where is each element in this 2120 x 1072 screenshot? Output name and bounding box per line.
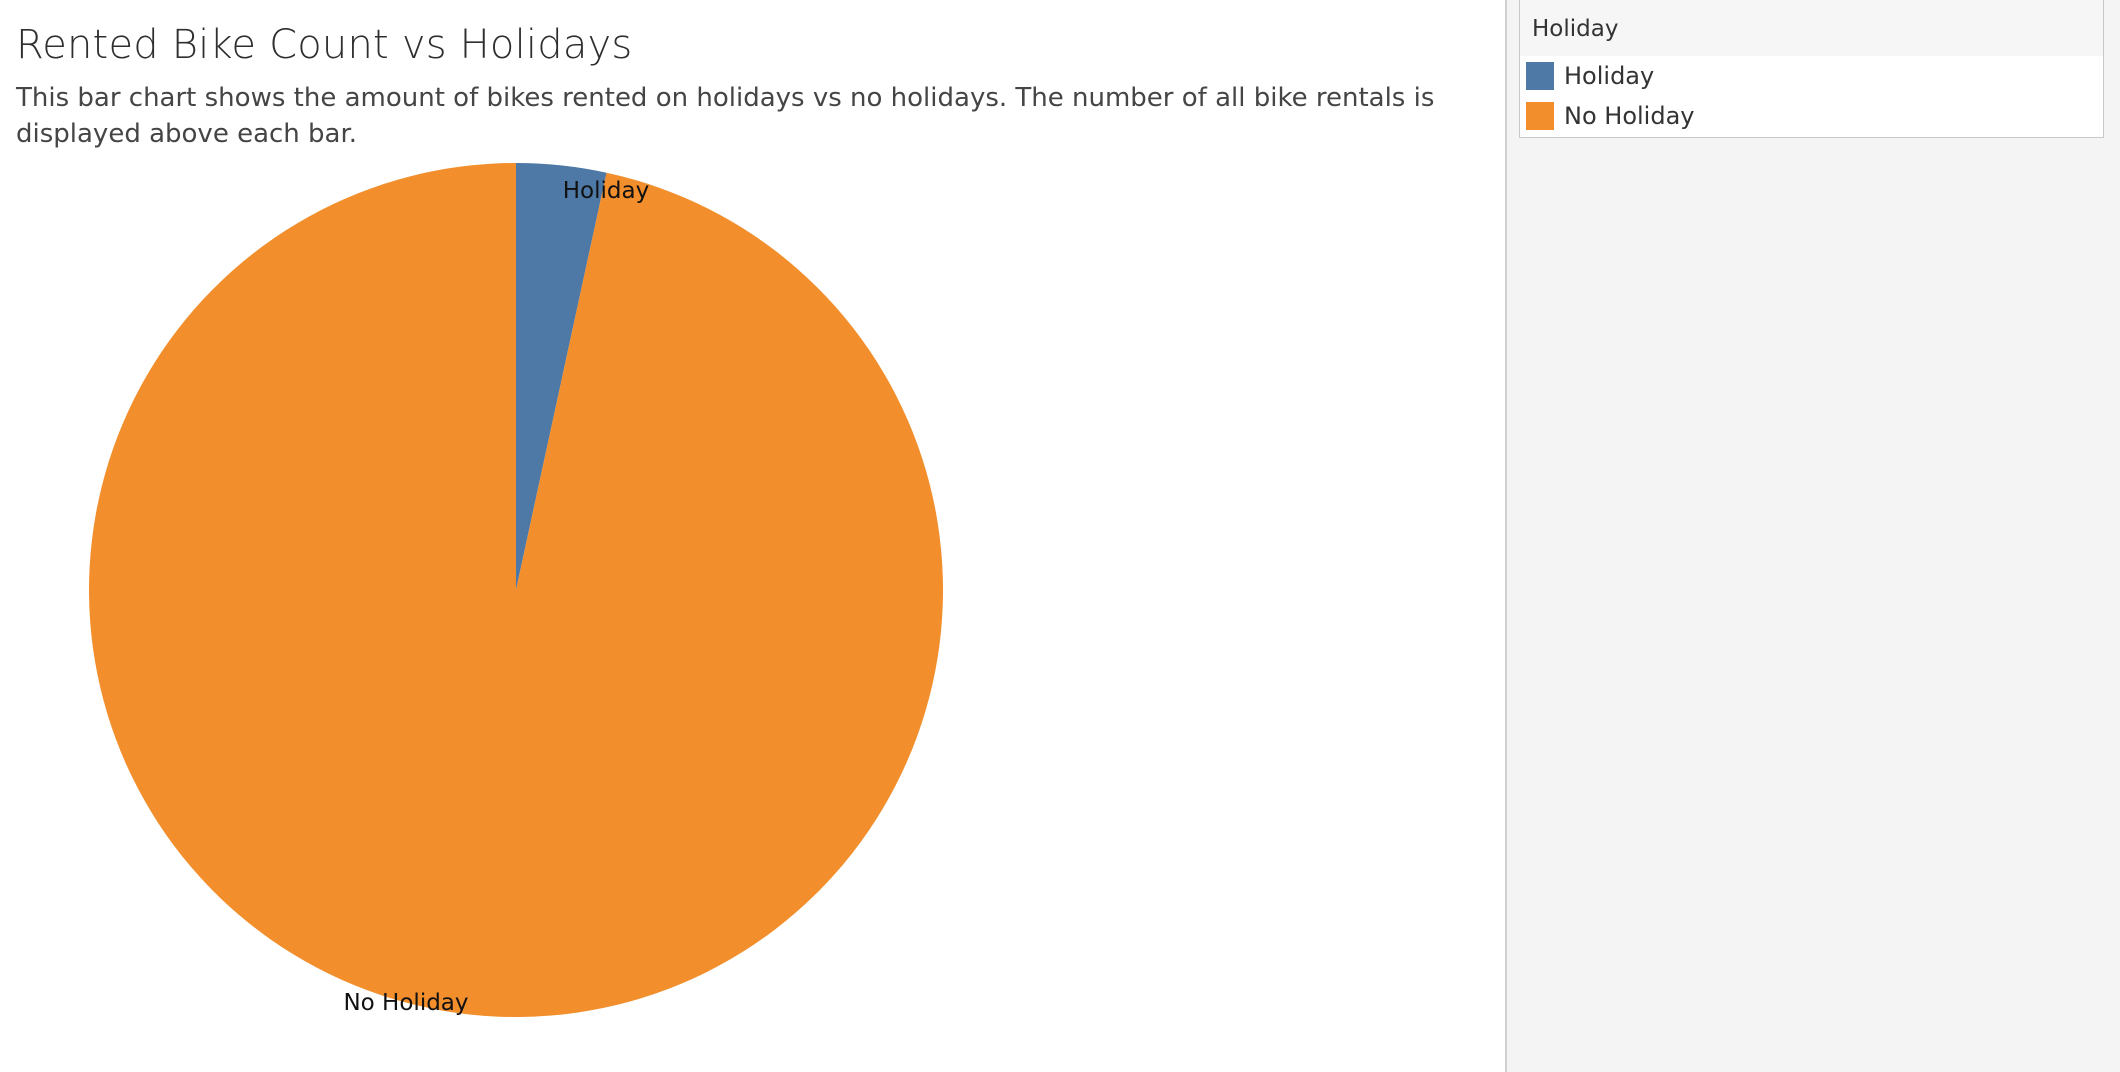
chart-title: Rented Bike Count vs Holidays xyxy=(16,22,633,68)
chart-subtitle: This bar chart shows the amount of bikes… xyxy=(16,83,1435,149)
panel-divider xyxy=(1505,0,1507,1072)
legend-panel: Holiday Holiday No Holiday xyxy=(1507,0,2120,1072)
slice-label-holiday: Holiday xyxy=(563,178,649,204)
chart-panel: Rented Bike Count vs Holidays This bar c… xyxy=(0,22,1505,1072)
pie-chart-area: Holiday No Holiday xyxy=(0,150,1505,1072)
legend-item-holiday[interactable]: Holiday xyxy=(1520,56,2103,96)
legend-item-no-holiday[interactable]: No Holiday xyxy=(1520,96,2103,136)
pie-slice-holiday[interactable] xyxy=(516,163,607,590)
slice-label-no-holiday: No Holiday xyxy=(343,990,468,1016)
color-legend[interactable]: Holiday Holiday No Holiday xyxy=(1519,0,2104,138)
legend-swatch-no-holiday xyxy=(1526,102,1554,130)
legend-swatch-holiday xyxy=(1526,62,1554,90)
pie-slice-no-holiday[interactable] xyxy=(88,163,943,1017)
legend-label: No Holiday xyxy=(1564,102,1695,130)
legend-label: Holiday xyxy=(1564,62,1655,90)
legend-title: Holiday xyxy=(1520,0,2103,56)
pie-chart: Holiday No Holiday xyxy=(88,163,943,1017)
